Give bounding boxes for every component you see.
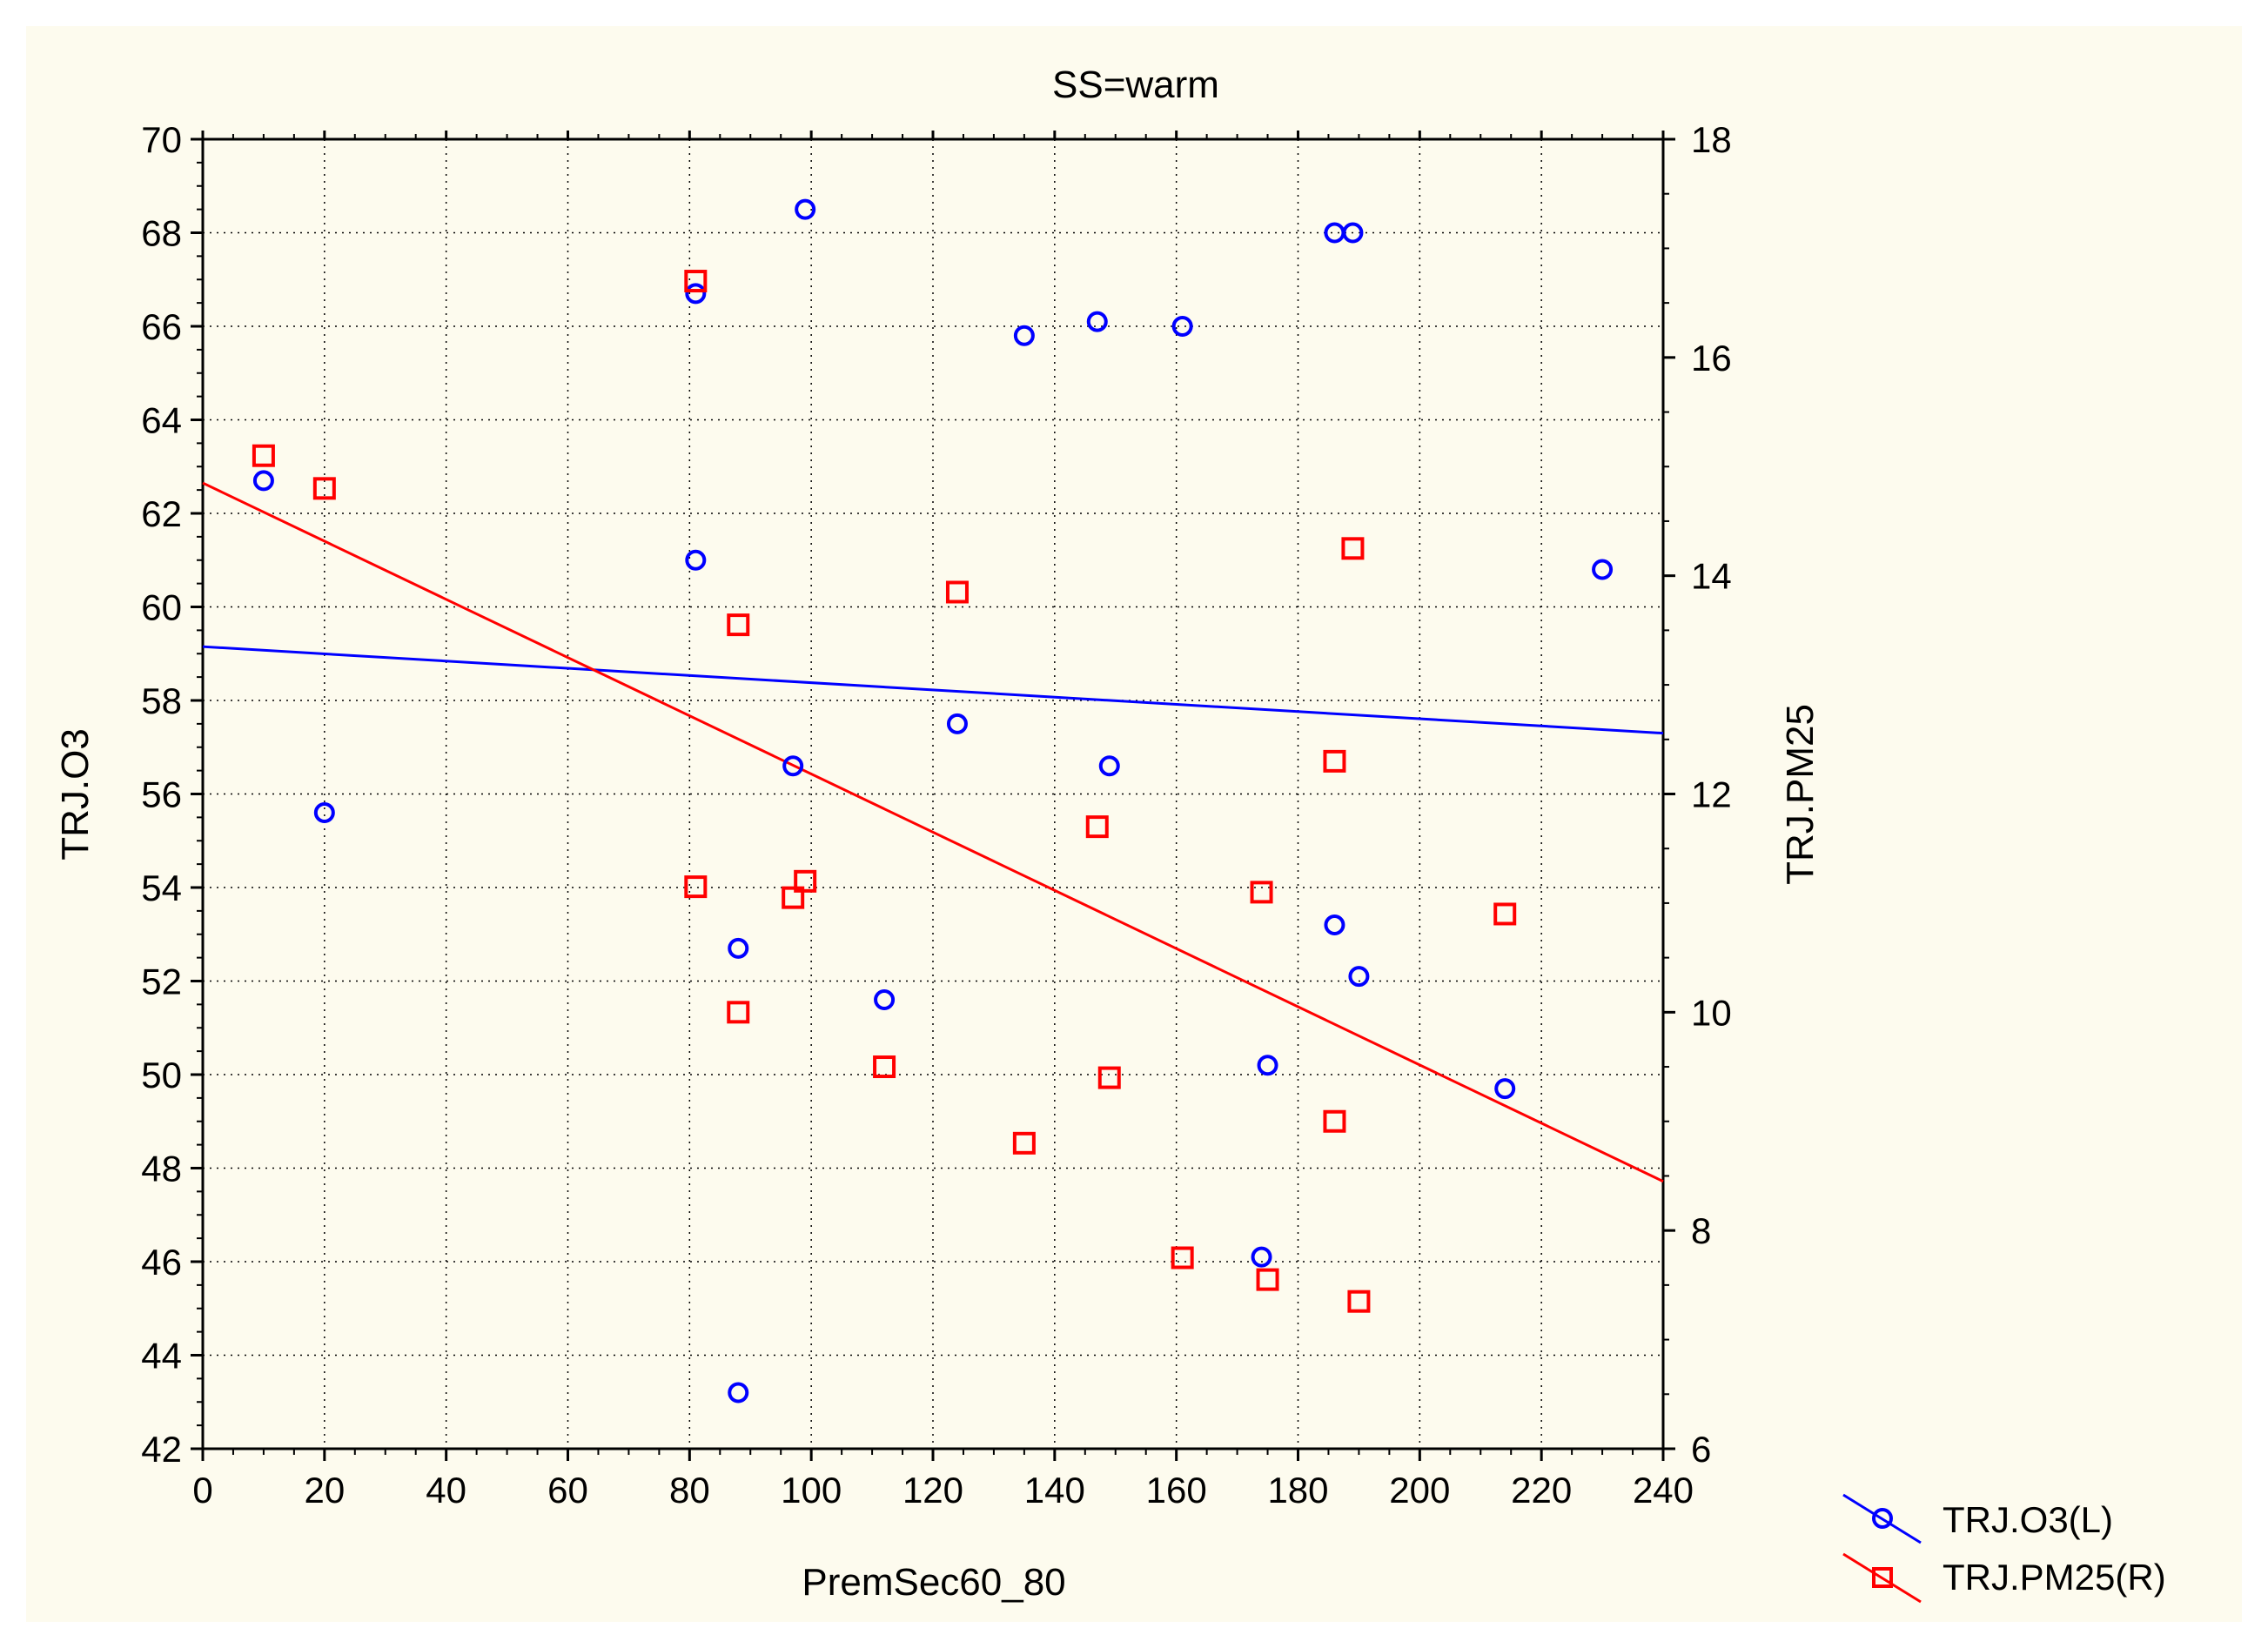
y-right-tick-label: 12 xyxy=(1691,774,1732,815)
pm25-point xyxy=(1012,1131,1036,1155)
y-right-tick-label: 6 xyxy=(1691,1429,1711,1470)
legend-o3-marker xyxy=(1872,1508,1893,1529)
pm25-point xyxy=(1323,749,1346,773)
gridlines xyxy=(203,139,1663,1449)
o3-point xyxy=(313,802,335,823)
o3-point xyxy=(1086,311,1108,332)
pm25-point xyxy=(1493,902,1517,926)
x-tick-label: 80 xyxy=(669,1470,710,1511)
pm25-point xyxy=(684,270,708,293)
pm25-point xyxy=(1347,1290,1371,1313)
x-tick-label: 100 xyxy=(781,1470,842,1511)
o3-point xyxy=(685,283,707,305)
y-right-tick-label: 14 xyxy=(1691,556,1732,597)
o3-point xyxy=(1013,325,1035,346)
y-right-tick-label: 10 xyxy=(1691,992,1732,1033)
o3-point xyxy=(1592,559,1614,580)
x-tick-label: 240 xyxy=(1633,1470,1694,1511)
pm25-point xyxy=(782,886,805,909)
o3-point xyxy=(874,989,896,1010)
y-left-tick-label: 68 xyxy=(141,213,182,254)
o3-point xyxy=(728,1382,749,1403)
pm25-fit-line xyxy=(202,481,1664,1183)
y-left-tick-label: 54 xyxy=(141,868,182,908)
legend-item-o3[interactable]: TRJ.O3(L) xyxy=(1842,1493,2113,1544)
x-tick-label: 200 xyxy=(1389,1470,1450,1511)
legend-o3-line xyxy=(1842,1493,1922,1544)
x-tick-label: 140 xyxy=(1024,1470,1085,1511)
legend-o3-label: TRJ.O3(L) xyxy=(1943,1499,2113,1540)
x-tick-label: 20 xyxy=(304,1470,345,1511)
pm25-point xyxy=(794,869,817,893)
legend-item-pm25[interactable]: TRJ.PM25(R) xyxy=(1842,1552,2166,1604)
o3-point xyxy=(1494,1078,1516,1100)
pm25-point xyxy=(1097,1066,1121,1089)
pm25-point xyxy=(1171,1246,1194,1269)
fit-lines xyxy=(202,481,1664,1183)
pm25-point xyxy=(1323,1109,1346,1133)
y-right-tick-label: 8 xyxy=(1691,1210,1711,1251)
o3-point xyxy=(1251,1246,1272,1268)
data-points xyxy=(252,198,1614,1403)
axes: 0 20 40 60 80 100 120 140 160 180 200 220 240 42 44 46 4… xyxy=(141,119,1731,1511)
x-axis-label: PremSec60_80 xyxy=(802,1561,1065,1604)
o3-point xyxy=(782,755,804,777)
pm25-point xyxy=(1085,815,1109,839)
pm25-point xyxy=(727,1001,750,1024)
y-axis-label-left: TRJ.O3 xyxy=(54,728,97,861)
legend: TRJ.O3(L) TRJ.PM25(R) xyxy=(1842,1493,2166,1604)
o3-point xyxy=(728,937,749,959)
y-left-tick-label: 66 xyxy=(141,306,182,347)
y-left-tick-label: 44 xyxy=(141,1336,182,1377)
y-right-tick-label: 16 xyxy=(1691,338,1732,379)
x-tick-label: 60 xyxy=(547,1470,588,1511)
y-left-tick-label: 64 xyxy=(141,400,182,441)
pm25-point xyxy=(684,875,708,899)
o3-point xyxy=(1348,966,1370,988)
x-tick-label: 160 xyxy=(1146,1470,1207,1511)
y-left-tick-label: 62 xyxy=(141,493,182,534)
o3-point xyxy=(1171,316,1193,337)
o3-point xyxy=(1324,222,1345,244)
legend-pm25-marker xyxy=(1872,1567,1893,1588)
y-left-tick-label: 60 xyxy=(141,587,182,628)
y-left-tick-label: 70 xyxy=(141,119,182,160)
pm25-point xyxy=(312,477,336,500)
o3-point xyxy=(1257,1055,1278,1076)
pm25-point xyxy=(873,1055,896,1079)
y-left-tick-label: 48 xyxy=(141,1149,182,1189)
o3-point xyxy=(252,470,274,492)
y-axis-label-right: TRJ.PM25 xyxy=(1779,704,1822,885)
y-left-tick-label: 46 xyxy=(141,1242,182,1283)
legend-pm25-line xyxy=(1842,1552,1922,1604)
y-left-tick-label: 58 xyxy=(141,680,182,721)
x-tick-label: 40 xyxy=(426,1470,466,1511)
pm25-point xyxy=(1250,881,1273,904)
x-tick-label: 180 xyxy=(1267,1470,1328,1511)
pm25-point xyxy=(1256,1268,1279,1291)
legend-pm25-label: TRJ.PM25(R) xyxy=(1943,1557,2166,1598)
y-left-tick-label: 52 xyxy=(141,961,182,1002)
chart-frame xyxy=(26,26,2242,1622)
o3-point xyxy=(946,713,968,734)
pm25-point xyxy=(727,613,750,637)
o3-point xyxy=(1342,222,1364,244)
pm25-point xyxy=(1341,537,1365,560)
pm25-point xyxy=(945,580,969,604)
y-left-tick-label: 56 xyxy=(141,774,182,815)
o3-point xyxy=(685,549,707,571)
y-left-tick-label: 42 xyxy=(141,1429,182,1470)
o3-point xyxy=(795,198,816,220)
chart-title: SS=warm xyxy=(1052,64,1219,106)
o3-point xyxy=(1324,914,1345,935)
x-tick-label: 120 xyxy=(903,1470,963,1511)
y-left-tick-label: 50 xyxy=(141,1055,182,1095)
o3-point xyxy=(1098,755,1120,777)
x-tick-label: 220 xyxy=(1511,1470,1572,1511)
o3-fit-line xyxy=(202,645,1664,735)
x-tick-label: 0 xyxy=(192,1470,212,1511)
pm25-point xyxy=(252,444,275,467)
y-right-tick-label: 18 xyxy=(1691,119,1732,160)
